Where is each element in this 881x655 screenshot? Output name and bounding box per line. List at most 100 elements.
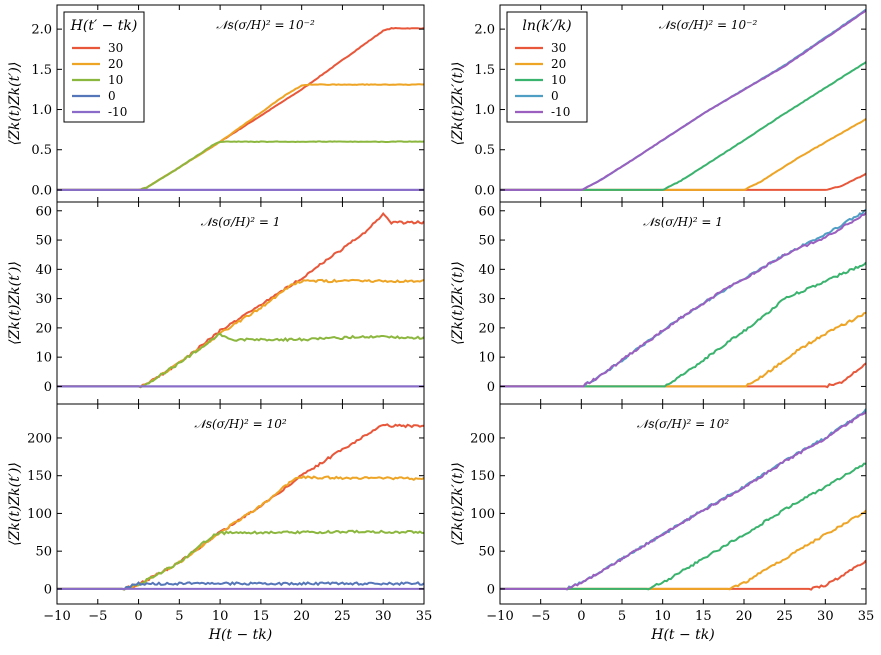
x-tick-label: 25 (776, 609, 793, 624)
series-line-30 (500, 172, 866, 191)
axes-frame (56, 403, 425, 605)
y-axis-label: ⟨Zk(t)Zk(t′)⟩ (7, 462, 23, 546)
series-line-10 (57, 140, 424, 191)
y-tick-label: 1.5 (31, 63, 52, 78)
x-tick-label: 30 (375, 609, 392, 624)
panel-annotation: 𝒩s(σ/H)² = 10⁻² (216, 18, 315, 32)
legend-title: ln(k′/k) (522, 18, 571, 34)
panel-left-1: 0.0 0.5 1.0 1.5 2.0 ⟨Zk(t)Zk(t′)⟩ 𝒩s(σ/H)² = 1… (7, 4, 425, 203)
y-tick-label: 100 (470, 507, 495, 522)
panel-right-3: 0 50 100 150 200 −10 −5 0 5 10 15 20 25 30 35 ⟨Zk(t)Zk′… (450, 403, 875, 643)
x-tick-label: 5 (175, 609, 183, 624)
y-tick-label: 0 (44, 380, 52, 395)
series-line-30 (57, 212, 424, 389)
legend: H(t′ − tk) 30 20 10 0 -10 (63, 11, 145, 123)
legend-entry: 20 (551, 57, 566, 71)
y-tick-label: 2.0 (31, 23, 52, 38)
legend-entry: 10 (108, 73, 123, 87)
panel-annotation: 𝒩s(σ/H)² = 10⁻² (659, 18, 758, 32)
y-tick-label: 150 (470, 469, 495, 484)
series-line-neg10 (500, 411, 866, 591)
y-tick-label: 20 (478, 321, 495, 336)
y-tick-label: 40 (478, 263, 495, 278)
panel-annotation: 𝒩s(σ/H)² = 10² (637, 417, 729, 431)
y-tick-label: 1.0 (31, 103, 52, 118)
legend-title: H(t′ − tk) (70, 18, 138, 34)
legend-entry: 30 (108, 41, 123, 55)
y-tick-label: 0.5 (474, 143, 495, 158)
y-tick-label: 200 (470, 431, 495, 446)
legend-entry: 30 (551, 41, 566, 55)
legend: ln(k′/k) 30 20 10 0 -10 (506, 11, 588, 123)
y-axis-label: ⟨Zk(t)Zk′(t)⟩ (450, 62, 466, 146)
panel-annotation: 𝒩s(σ/H)² = 1 (201, 215, 281, 229)
series-line-10 (500, 261, 866, 388)
x-tick-label: 10 (654, 609, 671, 624)
series-line-10 (57, 332, 424, 389)
y-axis-label: ⟨Zk(t)Zk′(t)⟩ (450, 462, 466, 546)
series-line-neg10 (500, 9, 866, 191)
y-tick-label: 1.0 (474, 103, 495, 118)
x-tick-label: 35 (858, 609, 875, 624)
x-tick-label: 30 (817, 609, 834, 624)
series-line-30 (500, 559, 866, 591)
y-tick-label: 0 (487, 582, 495, 597)
series-line-0 (500, 408, 866, 591)
legend-box (506, 11, 588, 123)
y-axis-label: ⟨Zk(t)Zk(t′)⟩ (7, 261, 23, 345)
panel-annotation: 𝒩s(σ/H)² = 1 (643, 215, 723, 229)
y-tick-label: 50 (478, 545, 495, 560)
panel-right-1: 0.0 0.5 1.0 1.5 2.0 ⟨Zk(t)Zk′(t)⟩ 𝒩s(σ/H)² = 1… (450, 4, 867, 203)
legend-entry: -10 (551, 105, 570, 119)
legend-box (63, 11, 145, 123)
y-tick-label: 10 (478, 351, 495, 366)
series-line-neg10 (500, 211, 866, 388)
y-tick-label: 100 (27, 507, 52, 522)
y-tick-label: 2.0 (474, 23, 495, 38)
legend-entry: 20 (108, 57, 123, 71)
y-tick-label: 50 (478, 234, 495, 249)
y-tick-label: 0.0 (31, 183, 52, 198)
y-axis-label: ⟨Zk(t)Zk′(t)⟩ (450, 261, 466, 345)
x-tick-label: 15 (253, 609, 270, 624)
y-tick-label: 20 (35, 321, 52, 336)
x-tick-label: 0 (577, 609, 585, 624)
series-line-10 (500, 462, 866, 591)
y-tick-label: 60 (478, 204, 495, 219)
y-tick-label: 0.0 (474, 183, 495, 198)
y-tick-label: 50 (35, 545, 52, 560)
panel-left-3: 0 50 100 150 200 −10 −5 0 5 10 15 20 25 30 35 ⟨Zk(t)Zk(… (7, 403, 433, 643)
x-tick-label: −5 (88, 609, 107, 624)
legend-entry: 0 (551, 89, 559, 103)
y-tick-label: 50 (35, 234, 52, 249)
x-tick-label: 25 (334, 609, 351, 624)
x-tick-label: 35 (416, 609, 433, 624)
x-tick-label: 15 (695, 609, 712, 624)
y-tick-label: 0.5 (31, 143, 52, 158)
x-tick-label: −10 (486, 609, 513, 624)
y-axis-label: ⟨Zk(t)Zk(t′)⟩ (7, 62, 23, 146)
series-line-20 (57, 278, 424, 389)
x-tick-label: 10 (212, 609, 229, 624)
series-line-0 (500, 208, 866, 388)
axes-frame (56, 201, 425, 405)
y-tick-label: 1.5 (474, 63, 495, 78)
x-tick-label: 20 (736, 609, 753, 624)
x-tick-label: 20 (293, 609, 310, 624)
y-tick-label: 0 (487, 380, 495, 395)
y-tick-label: 60 (35, 204, 52, 219)
legend-entry: 10 (551, 73, 566, 87)
y-tick-label: 30 (478, 292, 495, 307)
legend-entry: 0 (108, 89, 116, 103)
y-tick-label: 150 (27, 469, 52, 484)
x-tick-label: −5 (531, 609, 550, 624)
x-axis-label: H(t − tk) (650, 627, 715, 643)
y-tick-label: 30 (35, 292, 52, 307)
x-tick-label: −10 (43, 609, 70, 624)
panel-left-2: 0 10 20 30 40 50 60 ⟨Zk(t)Zk(t′)⟩ 𝒩s(σ/H)² = 1 (7, 201, 425, 405)
y-tick-label: 200 (27, 431, 52, 446)
legend-entry: -10 (108, 105, 127, 119)
series-line-10 (57, 529, 424, 591)
y-tick-label: 10 (35, 351, 52, 366)
y-tick-label: 0 (44, 582, 52, 597)
